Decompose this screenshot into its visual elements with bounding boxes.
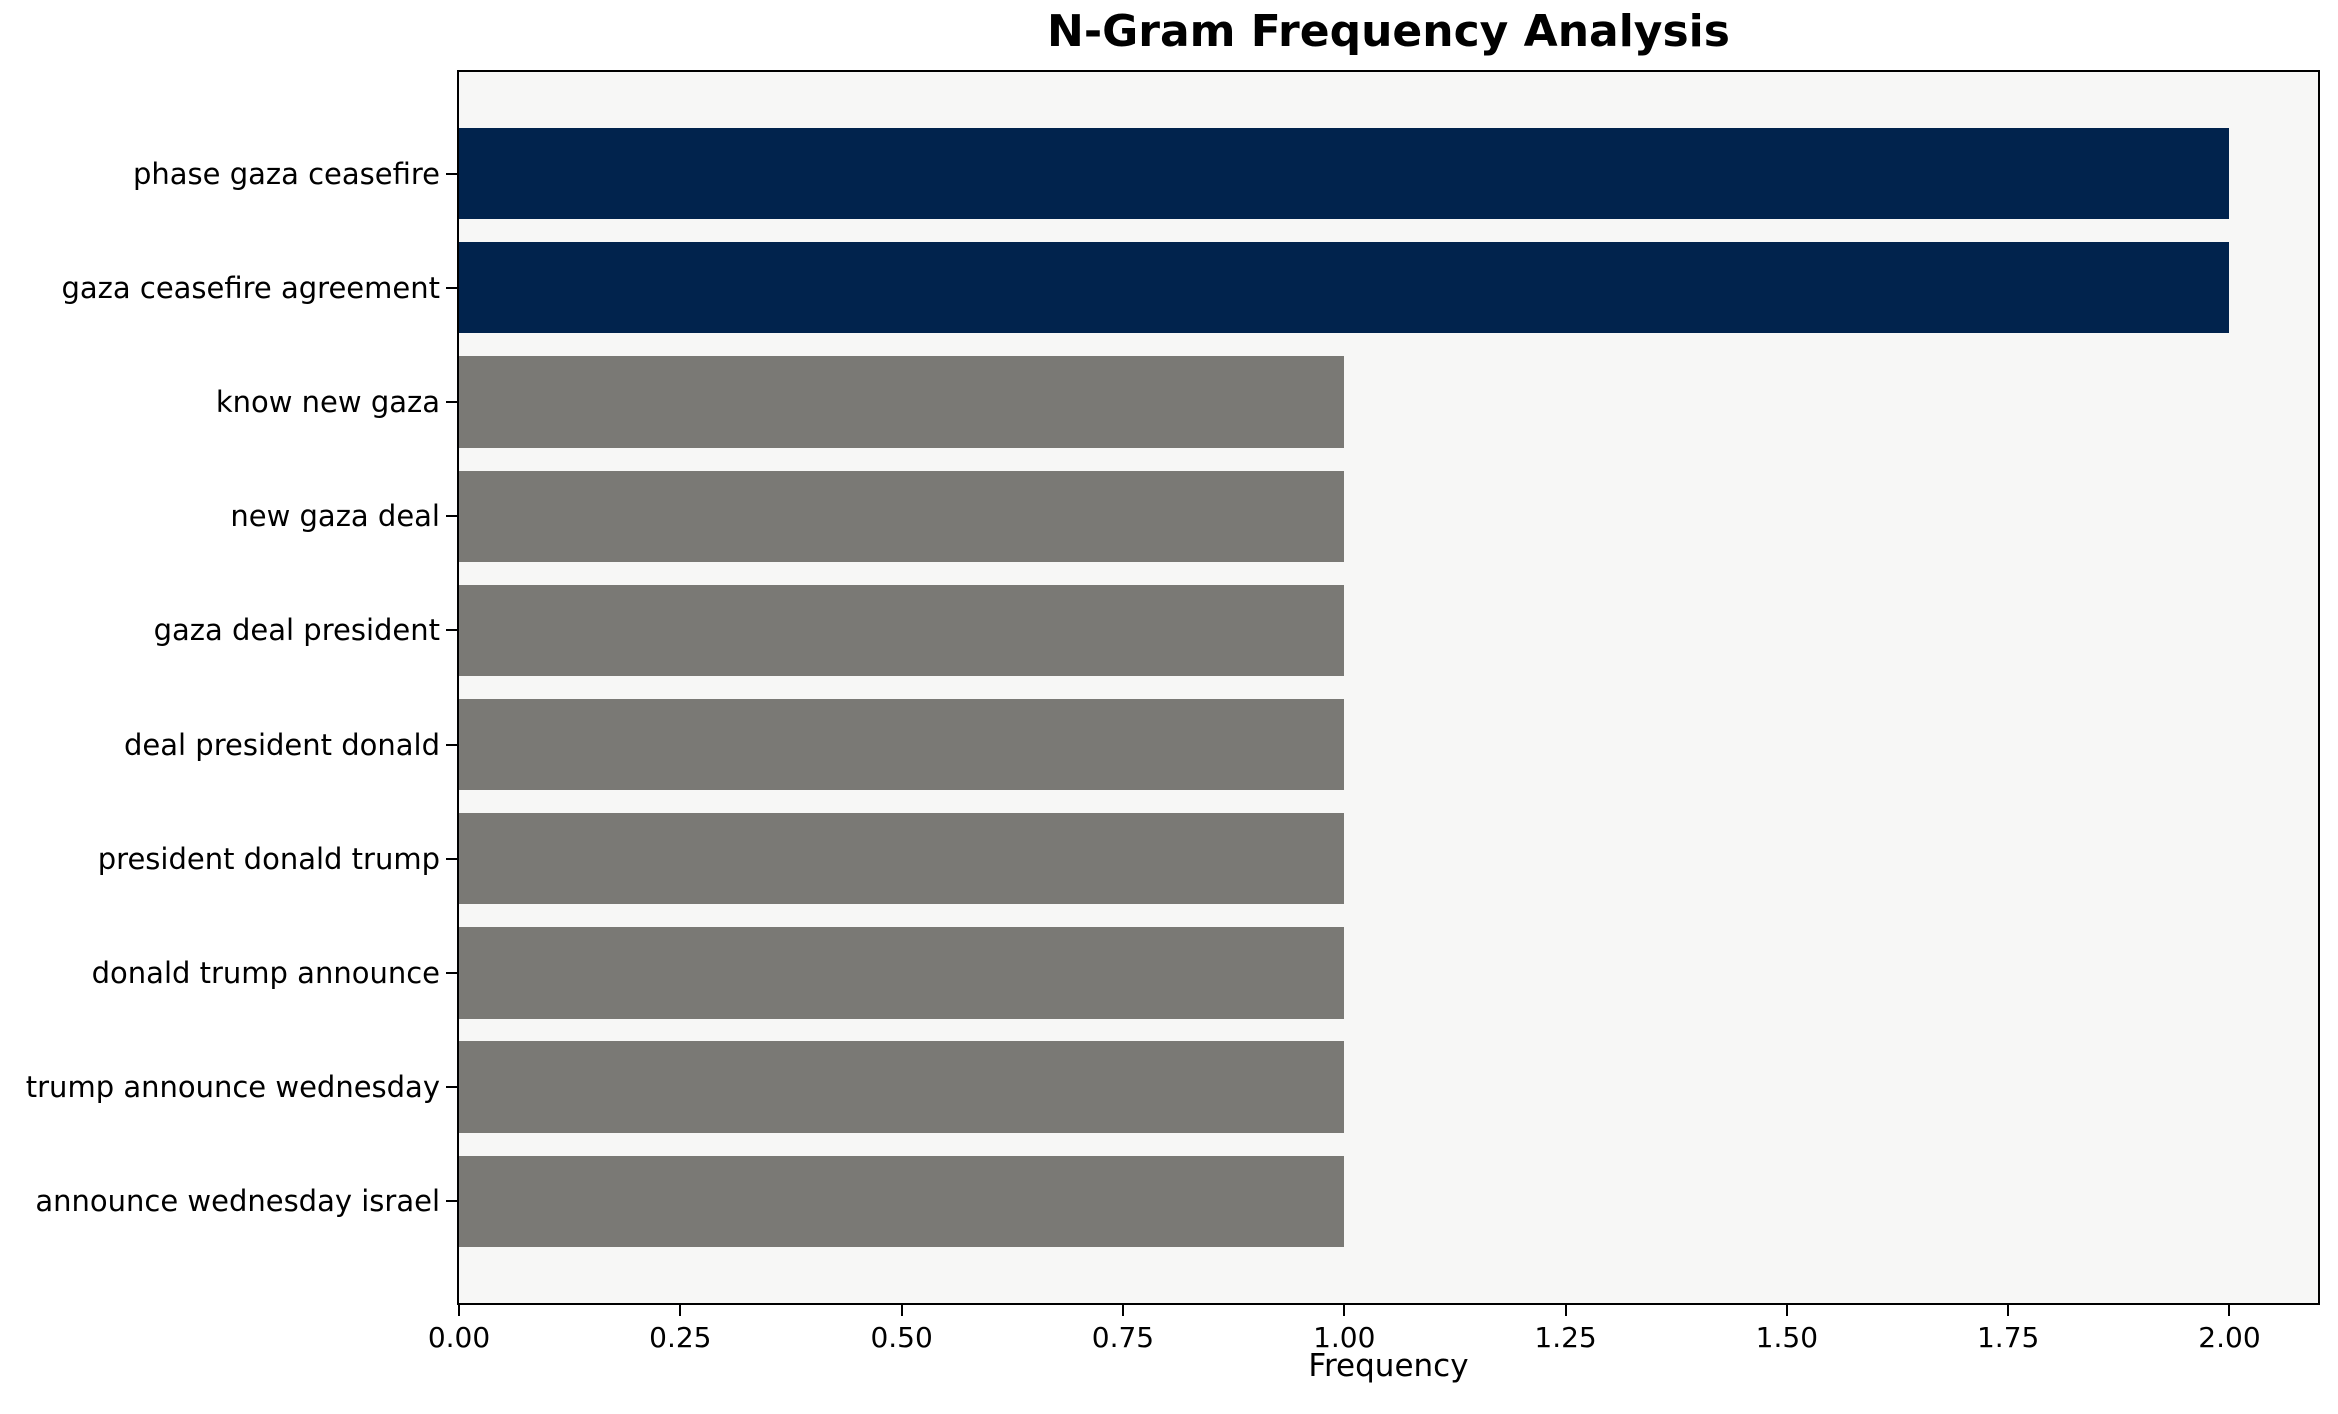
y-tick-label: gaza deal president bbox=[153, 613, 440, 648]
bar bbox=[459, 1155, 1345, 1248]
x-axis-label: Frequency bbox=[1308, 1348, 1469, 1384]
x-tick-mark bbox=[1785, 1305, 1788, 1316]
y-tick-label: gaza ceasefire agreement bbox=[61, 270, 440, 305]
bar bbox=[459, 698, 1345, 791]
x-tick-mark bbox=[1564, 1305, 1567, 1316]
bar bbox=[459, 813, 1345, 905]
x-tick-mark bbox=[458, 1305, 460, 1316]
bar bbox=[459, 584, 1345, 677]
y-tick-mark bbox=[446, 1200, 457, 1203]
y-tick-mark bbox=[446, 401, 457, 404]
y-tick-label: deal president donald bbox=[124, 727, 440, 762]
x-tick-label: 1.75 bbox=[1976, 1321, 2040, 1354]
y-tick-mark bbox=[446, 857, 457, 860]
x-tick-label: 1.25 bbox=[1534, 1321, 1597, 1354]
x-tick-label: 0.50 bbox=[870, 1321, 933, 1354]
x-tick-label: 0.75 bbox=[1091, 1321, 1155, 1354]
x-tick-mark bbox=[1121, 1305, 1124, 1316]
plot-area: phase gaza ceasefire gaza ceasefire agree… bbox=[26, 70, 2320, 1354]
y-tick-mark bbox=[446, 629, 457, 632]
bar bbox=[459, 1041, 1345, 1133]
bar bbox=[459, 127, 2230, 220]
bar bbox=[459, 356, 1345, 448]
x-tick-label: 1.50 bbox=[1755, 1321, 1819, 1354]
y-tick-label: president donald trump bbox=[97, 841, 440, 876]
bar bbox=[459, 242, 2230, 334]
y-tick-label: new gaza deal bbox=[230, 499, 440, 534]
y-tick-mark bbox=[446, 743, 457, 746]
bar bbox=[459, 470, 1345, 562]
y-tick-label: donald trump announce bbox=[91, 955, 440, 990]
x-tick-mark bbox=[1343, 1305, 1346, 1316]
x-tick-mark bbox=[2007, 1305, 2010, 1316]
bar bbox=[459, 927, 1345, 1019]
x-tick-label: 0.00 bbox=[427, 1321, 491, 1354]
x-tick-mark bbox=[900, 1305, 903, 1316]
y-tick-label: phase gaza ceasefire bbox=[132, 156, 440, 191]
x-tick-mark bbox=[2228, 1305, 2231, 1316]
y-tick-mark bbox=[446, 515, 457, 518]
y-tick-mark bbox=[446, 172, 457, 175]
x-tick-label: 2.00 bbox=[2198, 1321, 2261, 1354]
y-tick-mark bbox=[446, 1086, 457, 1089]
y-tick-label: know new gaza bbox=[215, 385, 440, 420]
x-tick-label: 0.25 bbox=[649, 1321, 712, 1354]
y-tick-mark bbox=[446, 286, 457, 289]
x-tick-label: 1.00 bbox=[1313, 1321, 1376, 1354]
y-tick-label: announce wednesday israel bbox=[35, 1184, 440, 1219]
y-tick-mark bbox=[446, 971, 457, 974]
chart-title: N-Gram Frequency Analysis bbox=[1047, 6, 1730, 57]
x-tick-mark bbox=[679, 1305, 682, 1316]
y-tick-label: trump announce wednesday bbox=[25, 1070, 440, 1105]
